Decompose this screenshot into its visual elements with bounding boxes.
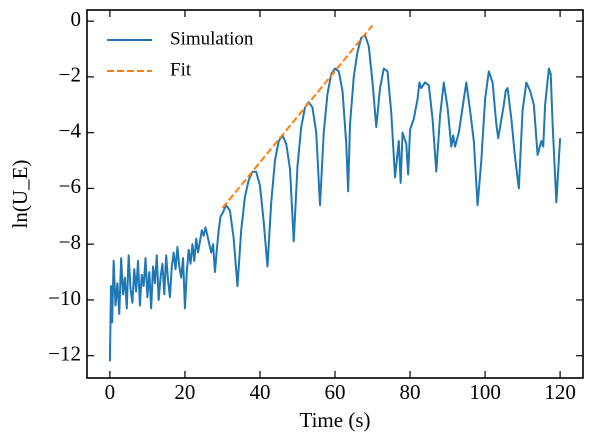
x-tick-label: 120 — [544, 380, 576, 404]
x-tick-label: 20 — [174, 380, 195, 404]
x-tick-label: 80 — [400, 380, 421, 404]
series-line — [108, 34, 562, 362]
x-tick-label: 100 — [469, 380, 501, 404]
legend-label: Simulation — [170, 28, 254, 49]
y-tick-label: −6 — [59, 174, 81, 198]
legend-label: Fit — [170, 59, 192, 80]
y-tick-label: −2 — [59, 63, 81, 87]
y-tick-label: −12 — [48, 342, 81, 366]
x-axis-label: Time (s) — [300, 408, 371, 432]
series-line — [221, 24, 374, 209]
y-tick-label: 0 — [71, 7, 82, 31]
x-tick-label: 0 — [105, 380, 116, 404]
x-tick-label: 60 — [325, 380, 346, 404]
y-tick-label: −8 — [59, 230, 81, 254]
x-tick-label: 40 — [249, 380, 270, 404]
y-axis-label: ln(U_E) — [8, 160, 32, 229]
y-tick-label: −4 — [59, 118, 82, 142]
plot-frame — [86, 9, 584, 379]
y-tick-label: −10 — [48, 286, 81, 310]
